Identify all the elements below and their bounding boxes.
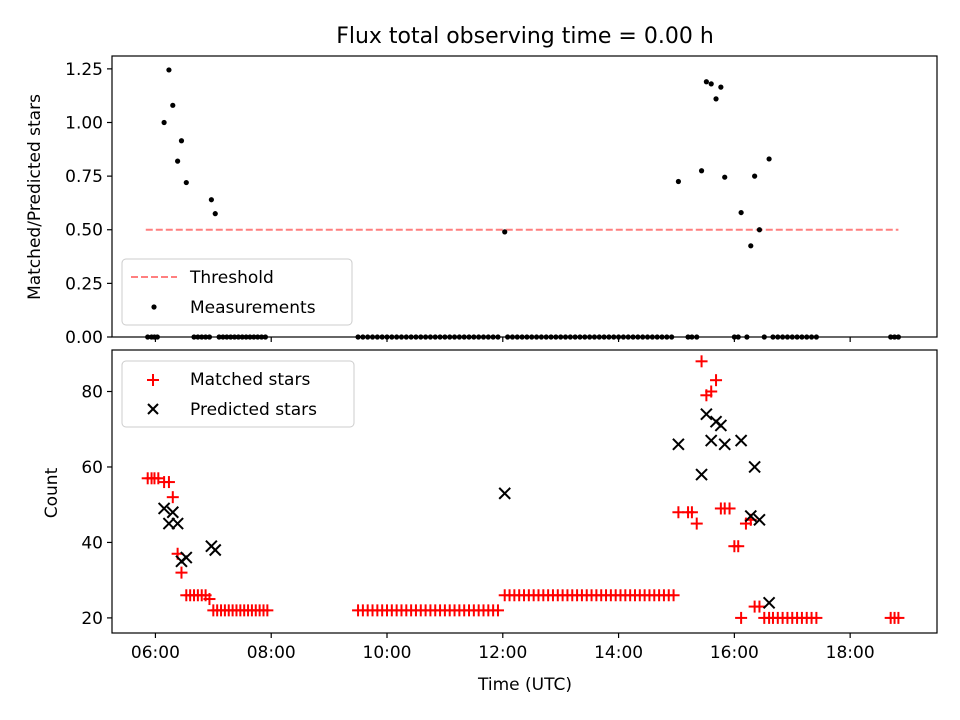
top-y-tick-label: 0.75 [65,167,103,187]
top-panel: Flux total observing time = 0.00 h Match… [25,24,938,348]
measurement-point [170,102,176,108]
measurement-point [502,229,508,235]
predicted-star-point [744,509,757,523]
bottom-legend-box [121,360,355,428]
predicted-star-point [705,434,718,447]
measurement-point [208,197,214,203]
bottom-y-axis-label: Count [42,467,62,518]
top-axes-frame [111,55,938,338]
bottom-x-tick-label: 16:00 [710,643,759,663]
matched-star-point [491,604,504,617]
bottom-x-axis-label: Time (UTC) [477,675,572,695]
legend-measurements-swatch [151,304,157,310]
bottom-x-tick-label: 18:00 [826,643,875,663]
legend-matched-label: Matched stars [190,370,310,390]
top-legend: Threshold Measurements [121,258,353,326]
bottom-y-tick-label: 80 [81,383,103,403]
measurement-point [752,173,758,179]
bottom-x-tick-label: 06:00 [131,643,180,663]
bottom-x-tick-label: 08:00 [247,643,296,663]
legend-predicted-swatch [147,403,159,415]
predicted-star-point [180,551,193,564]
measurement-point [161,119,167,126]
bottom-panel: Count Time (UTC) 20 40 60 80 06:00 08:00 10:00… [42,349,938,695]
top-y-axis-label: Matched/Predicted stars [25,94,45,300]
predicted-star-point [714,419,728,432]
matched-star-point [261,604,274,617]
bottom-y-tick-label: 60 [81,458,103,478]
matched-star-point [690,517,703,530]
top-y-tick-label: 0.50 [65,221,103,241]
predicted-star-point [498,487,511,500]
measurement-point [708,81,714,87]
predicted-star-point [171,517,184,530]
measurement-point [766,156,772,162]
predicted-star-point [762,596,776,610]
top-y-tick-label: 1.25 [65,60,103,80]
predicted-star-point [209,543,222,557]
predicted-star-point [695,468,708,481]
bottom-y-tick-label: 20 [81,609,103,629]
measurement-point [698,168,705,174]
measurement-point [175,158,181,164]
top-chart-title: Flux total observing time = 0.00 h [336,24,714,49]
predicted-star-point [157,502,171,515]
matched-star-point [203,593,216,606]
measurement-point [183,179,189,186]
top-y-tick-label: 0.00 [65,328,103,348]
matched-star-point [753,600,766,613]
matched-star-point [732,540,745,553]
matched-star-point [723,502,736,515]
measurement-point [718,84,724,90]
matched-star-point [175,566,188,579]
matched-star-point [705,385,718,398]
predicted-star-point [734,434,748,447]
matched-star-point [166,491,179,504]
bottom-legend: Matched stars Predicted stars [121,360,355,428]
predicted-star-point [718,438,731,451]
matched-star-point [685,506,698,519]
legend-predicted-label: Predicted stars [190,400,317,420]
bottom-plot-area: 20 40 60 80 06:00 08:00 10:00 12:00 14:00 16:00 18… [81,355,905,663]
matched-star-point [695,355,708,368]
matched-star-point [710,374,723,387]
predicted-star-point [700,407,713,421]
top-y-tick-label: 1.00 [65,113,103,133]
measurement-point [703,79,709,85]
top-legend-box [121,258,353,326]
predicted-star-point [748,460,761,474]
measurement-point [738,209,744,216]
measurement-point [166,67,172,73]
matched-star-point [810,611,823,624]
legend-measurements-label: Measurements [190,298,316,318]
bottom-x-tick-label: 10:00 [363,643,412,663]
predicted-star-point [753,513,766,527]
measurement-point [756,227,763,233]
measurement-point [722,174,728,180]
matched-star-point [735,611,748,624]
measurement-point [212,211,218,217]
top-y-tick-label: 0.25 [65,274,103,294]
predicted-star-point [672,438,685,451]
measurement-point [675,178,682,185]
bottom-axes-frame [111,349,938,634]
bottom-x-tick-label: 12:00 [478,643,527,663]
predicted-star-point [166,506,179,519]
legend-matched-swatch [147,374,159,386]
bottom-y-tick-label: 40 [81,533,103,553]
legend-threshold-label: Threshold [189,268,274,288]
bottom-x-tick-label: 14:00 [594,643,643,663]
measurement-point [748,243,754,249]
matched-star-point [162,476,175,489]
measurement-point [713,96,719,102]
matched-star-point [892,611,905,624]
matched-star-point [667,589,680,602]
measurement-point [178,138,185,144]
